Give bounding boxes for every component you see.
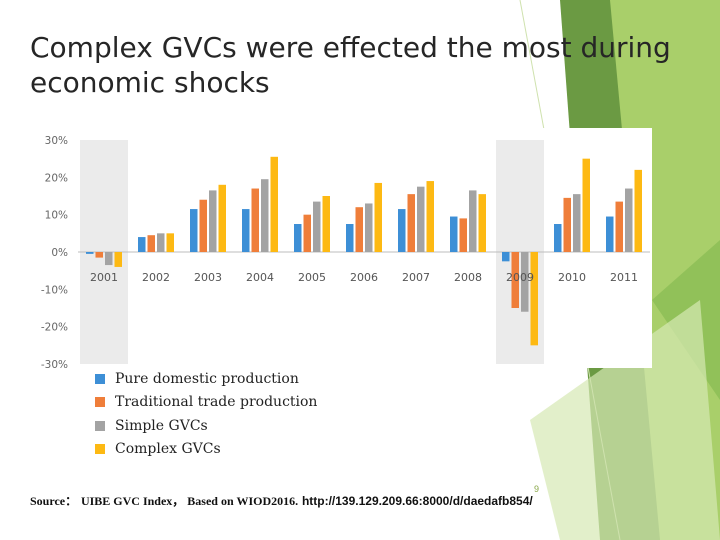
- bar-traditional-trade-production-2010: [563, 197, 571, 252]
- bar-traditional-trade-production-2008: [459, 218, 467, 252]
- chart-legend: Pure domestic production Traditional tra…: [95, 367, 317, 461]
- bar-pure-domestic-production-2007: [398, 209, 406, 252]
- y-tick-label: 20%: [45, 172, 68, 184]
- source-note: Source： UIBE GVC Index， Based on WIOD201…: [30, 492, 533, 509]
- legend-entry-simple-gvcs: Simple GVCs: [95, 414, 317, 438]
- bar-complex-gvcs-2008: [478, 194, 486, 252]
- x-tick-label: 2008: [454, 271, 482, 284]
- chart-plot-background: [30, 128, 652, 368]
- page-number: 9: [534, 484, 540, 494]
- x-tick-label: 2006: [350, 271, 378, 284]
- y-tick-label: 10%: [45, 210, 68, 222]
- bar-simple-gvcs-2003: [209, 190, 217, 252]
- bar-traditional-trade-production-2007: [407, 194, 415, 252]
- source-prefix: Source：: [30, 494, 78, 508]
- bar-complex-gvcs-2007: [426, 181, 434, 252]
- bar-simple-gvcs-2005: [313, 201, 321, 252]
- bar-pure-domestic-production-2003: [190, 209, 198, 252]
- legend-label-traditional-trade: Traditional trade production: [115, 394, 318, 411]
- bar-complex-gvcs-2005: [322, 196, 330, 252]
- bar-complex-gvcs-2004: [270, 156, 278, 252]
- source-url: http://139.129.209.66:8000/d/daedafb854/: [301, 494, 533, 508]
- x-tick-label: 2005: [298, 271, 326, 284]
- bar-pure-domestic-production-2011: [606, 216, 614, 252]
- y-tick-label: 30%: [45, 135, 68, 147]
- bar-chart: 30% 20% 10% 0% -10% -20% -30% 2001 2002 2003 2004…: [30, 128, 652, 368]
- x-tick-label: 2009: [506, 271, 534, 284]
- bar-simple-gvcs-2010: [573, 194, 581, 252]
- bar-traditional-trade-production-2011: [615, 201, 623, 252]
- bar-traditional-trade-production-2002: [147, 235, 155, 252]
- bar-pure-domestic-production-2010: [554, 224, 562, 252]
- bar-simple-gvcs-2008: [469, 190, 477, 252]
- bar-simple-gvcs-2006: [365, 203, 373, 252]
- bar-complex-gvcs-2010: [582, 158, 590, 252]
- bar-complex-gvcs-2009: [530, 252, 538, 346]
- bar-traditional-trade-production-2001: [95, 252, 103, 258]
- x-tick-label: 2002: [142, 271, 170, 284]
- x-tick-label: 2010: [558, 271, 586, 284]
- bar-series: [86, 156, 642, 346]
- x-tick-label: 2011: [610, 271, 638, 284]
- bar-simple-gvcs-2002: [157, 233, 165, 252]
- x-tick-label: 2001: [90, 271, 118, 284]
- slide-title: Complex GVCs were effected the most duri…: [30, 31, 671, 99]
- bar-simple-gvcs-2001: [105, 252, 113, 266]
- bar-traditional-trade-production-2003: [199, 199, 207, 252]
- legend-entry-pure-domestic: Pure domestic production: [95, 367, 317, 391]
- x-tick-label: 2007: [402, 271, 430, 284]
- legend-label-complex-gvcs: Complex GVCs: [115, 441, 221, 458]
- legend-swatch-complex-gvcs: [95, 444, 105, 455]
- bar-simple-gvcs-2009: [521, 252, 529, 312]
- bar-traditional-trade-production-2005: [303, 214, 311, 252]
- y-tick-label: -10%: [41, 284, 68, 296]
- x-tick-label: 2004: [246, 271, 274, 284]
- bar-pure-domestic-production-2004: [242, 209, 250, 252]
- bar-complex-gvcs-2001: [114, 252, 122, 267]
- y-tick-label: -30%: [41, 359, 68, 368]
- bar-pure-domestic-production-2005: [294, 224, 302, 252]
- x-axis-tick-labels: 2001 2002 2003 2004 2005 2006 2007 2008 2009 2010…: [90, 271, 638, 284]
- bar-complex-gvcs-2003: [218, 184, 226, 252]
- legend-label-simple-gvcs: Simple GVCs: [115, 417, 208, 434]
- bar-pure-domestic-production-2006: [346, 224, 354, 252]
- bar-complex-gvcs-2006: [374, 182, 382, 252]
- bar-complex-gvcs-2002: [166, 233, 174, 252]
- y-tick-label: -20%: [41, 322, 68, 334]
- x-tick-label: 2003: [194, 271, 222, 284]
- bar-pure-domestic-production-2001: [86, 252, 94, 254]
- bar-traditional-trade-production-2004: [251, 188, 259, 252]
- bar-pure-domestic-production-2009: [502, 252, 510, 262]
- legend-swatch-traditional-trade: [95, 397, 105, 408]
- source-text: UIBE GVC Index， Based on WIOD2016.: [80, 494, 299, 508]
- bar-traditional-trade-production-2006: [355, 207, 363, 252]
- bar-pure-domestic-production-2008: [450, 216, 458, 252]
- legend-label-pure-domestic: Pure domestic production: [115, 370, 299, 387]
- legend-entry-traditional-trade: Traditional trade production: [95, 391, 317, 415]
- y-tick-label: 0%: [51, 247, 68, 259]
- legend-swatch-pure-domestic: [95, 373, 105, 384]
- legend-entry-complex-gvcs: Complex GVCs: [95, 438, 317, 462]
- bar-complex-gvcs-2011: [634, 169, 642, 252]
- bar-traditional-trade-production-2009: [511, 252, 519, 308]
- bar-simple-gvcs-2011: [625, 188, 633, 252]
- bar-simple-gvcs-2007: [417, 186, 425, 252]
- bar-pure-domestic-production-2002: [138, 237, 146, 252]
- bar-simple-gvcs-2004: [261, 179, 269, 252]
- deco-pale-green-triangle: [530, 300, 720, 540]
- legend-swatch-simple-gvcs: [95, 420, 105, 431]
